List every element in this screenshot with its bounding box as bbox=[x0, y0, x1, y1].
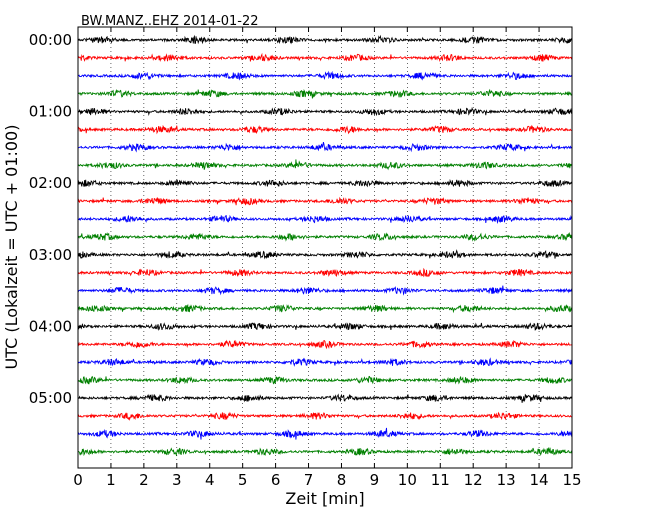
x-tick-label: 4 bbox=[205, 471, 215, 489]
seismic-trace bbox=[77, 357, 573, 367]
seismic-trace bbox=[77, 88, 573, 99]
seismic-trace bbox=[77, 178, 573, 188]
y-tick-label: 02:00 bbox=[29, 174, 72, 192]
seismic-trace bbox=[77, 322, 573, 331]
seismic-trace bbox=[77, 393, 573, 403]
seismic-trace bbox=[77, 427, 573, 440]
x-tick-label: 15 bbox=[562, 471, 581, 489]
seismic-trace bbox=[77, 34, 573, 45]
seismic-trace bbox=[77, 375, 573, 385]
x-tick-label: 1 bbox=[106, 471, 116, 489]
x-axis-label: Zeit [min] bbox=[285, 489, 364, 508]
seismic-trace bbox=[77, 124, 573, 135]
seismic-trace bbox=[77, 107, 573, 117]
seismic-trace bbox=[77, 52, 573, 63]
seismic-trace bbox=[77, 196, 573, 206]
chart-title: BW.MANZ..EHZ 2014-01-22 bbox=[81, 14, 259, 29]
seismic-trace bbox=[77, 267, 573, 278]
seismic-trace bbox=[77, 303, 573, 314]
seismic-trace bbox=[77, 214, 573, 224]
y-tick-label: 01:00 bbox=[29, 103, 72, 121]
seismic-trace bbox=[77, 231, 573, 242]
x-tick-label: 6 bbox=[271, 471, 281, 489]
y-tick-label: 05:00 bbox=[29, 389, 72, 407]
plot-frame bbox=[77, 26, 573, 469]
x-tick-label: 8 bbox=[337, 471, 347, 489]
x-tick-label: 9 bbox=[370, 471, 380, 489]
seismic-trace bbox=[77, 411, 573, 421]
grid-lines bbox=[110, 27, 540, 468]
x-tick-label: 7 bbox=[304, 471, 314, 489]
y-tick-label: 00:00 bbox=[29, 31, 72, 49]
seismic-trace bbox=[77, 339, 573, 350]
x-tick-label: 12 bbox=[464, 471, 483, 489]
axis-ticks bbox=[77, 27, 573, 468]
seismic-trace bbox=[77, 141, 573, 153]
seismic-trace bbox=[77, 70, 573, 81]
y-tick-label: 03:00 bbox=[29, 246, 72, 264]
seismic-traces bbox=[77, 34, 573, 457]
x-tick-label: 2 bbox=[139, 471, 149, 489]
x-tick-label: 14 bbox=[530, 471, 549, 489]
tick-labels: 0 1 2 3 4 5 6 7 8 9 10 11 12 13 14 1500:0001:0002:0003:… bbox=[29, 31, 582, 489]
y-tick-label: 04:00 bbox=[29, 317, 72, 335]
seismic-trace bbox=[77, 159, 573, 171]
seismic-trace bbox=[77, 285, 573, 296]
y-axis-label: UTC (Lokalzeit = UTC + 01:00) bbox=[2, 125, 21, 370]
seismic-trace bbox=[77, 446, 573, 457]
x-tick-label: 13 bbox=[497, 471, 516, 489]
x-tick-label: 10 bbox=[398, 471, 417, 489]
x-tick-label: 5 bbox=[238, 471, 248, 489]
seismic-trace bbox=[77, 249, 573, 260]
x-tick-label: 3 bbox=[172, 471, 182, 489]
x-tick-label: 0 bbox=[73, 471, 83, 489]
x-tick-label: 11 bbox=[431, 471, 450, 489]
